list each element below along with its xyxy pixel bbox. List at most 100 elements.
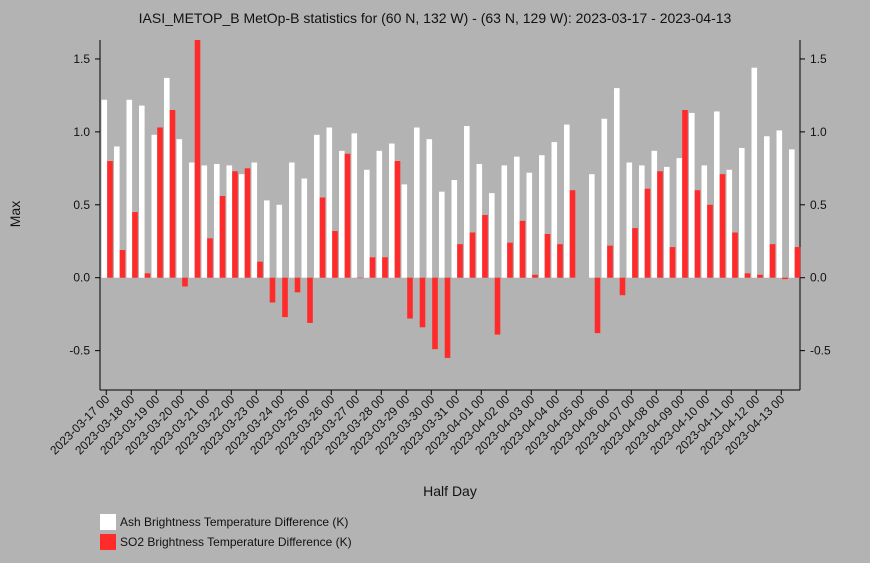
so2-bar [569, 190, 576, 278]
ash-bar [251, 162, 258, 278]
so2-bar [332, 231, 338, 278]
so2-bar [294, 277, 301, 293]
ash-bar [101, 99, 108, 278]
so2-bar [357, 277, 363, 279]
so2-bar [382, 257, 388, 278]
so2-bar [169, 110, 176, 278]
ash-bar [426, 139, 433, 278]
so2-bar [707, 204, 713, 278]
so2-bar [119, 250, 126, 278]
so2-bar [344, 153, 351, 278]
so2-bar [307, 277, 313, 323]
so2-bar [682, 110, 688, 278]
so2-bar [232, 171, 238, 278]
so2-bar [644, 188, 651, 278]
so2-bar [432, 277, 438, 350]
ash-bar [126, 99, 133, 278]
so2-bar [507, 242, 513, 278]
y-tick-label-left: 1.5 [73, 52, 90, 66]
ash-bar [151, 134, 158, 278]
ash-bar [301, 178, 308, 278]
so2-bar [482, 215, 488, 278]
ash-bar [589, 174, 595, 278]
so2-bar [794, 247, 801, 278]
ash-bar [614, 88, 620, 278]
so2-bar [407, 277, 413, 319]
ash-bar [376, 150, 383, 278]
ash-bar [514, 156, 520, 278]
legend: Ash Brightness Temperature Difference (K… [100, 512, 352, 552]
so2-bar [257, 261, 263, 278]
ash-bar [414, 127, 420, 278]
ash-bar [164, 77, 170, 278]
chart-title: IASI_METOP_B MetOp-B statistics for (60 … [138, 10, 732, 26]
so2-bar [319, 197, 326, 278]
so2-bar [744, 273, 751, 278]
ash-bar [139, 105, 145, 278]
ash-bar [339, 150, 345, 278]
y-tick-label-left: 1.0 [73, 125, 90, 139]
so2-bar [144, 273, 151, 278]
so2-bar [544, 233, 551, 278]
so2-bar [394, 161, 401, 278]
legend-label-so2: SO2 Brightness Temperature Difference (K… [120, 535, 352, 549]
ash-bar [551, 142, 558, 278]
legend-item-so2: SO2 Brightness Temperature Difference (K… [100, 532, 352, 552]
ash-bar [439, 191, 445, 278]
so2-bar [757, 274, 763, 278]
so2-bar [657, 171, 663, 278]
ash-bar [601, 118, 608, 278]
x-axis-label: Half Day [423, 483, 477, 499]
so2-bar [719, 174, 726, 278]
ash-bar [276, 204, 283, 278]
ash-bar [639, 165, 645, 278]
ash-bar [351, 133, 358, 278]
so2-bar [782, 277, 788, 280]
so2-bar [457, 244, 463, 278]
ash-bar [264, 200, 270, 278]
y-tick-label-left: -0.5 [69, 344, 90, 358]
legend-swatch-so2 [100, 534, 116, 550]
so2-bar [769, 244, 776, 278]
so2-bar [732, 232, 738, 278]
ash-bar [714, 111, 720, 278]
ash-bar [751, 67, 758, 278]
so2-bar [607, 245, 613, 278]
ash-bar [676, 158, 683, 278]
ash-bar [214, 163, 220, 278]
ash-bar [451, 180, 458, 278]
so2-bar [157, 127, 163, 278]
ash-bar [364, 169, 370, 278]
so2-bar [632, 228, 638, 278]
ash-bar [776, 130, 783, 278]
ash-bar [501, 165, 508, 278]
ash-bar [176, 139, 183, 278]
y-tick-label-right: 1.0 [810, 125, 827, 139]
ash-bar [739, 147, 745, 278]
y-tick-label-left: 0.0 [73, 271, 90, 285]
ash-bar [539, 155, 545, 278]
ash-bar [239, 174, 245, 278]
ash-bar [389, 143, 395, 278]
ash-bar [289, 162, 295, 278]
ash-bar [701, 165, 708, 278]
ash-bar [114, 146, 120, 278]
so2-bar [519, 220, 526, 278]
so2-bar [469, 232, 476, 278]
so2-bar [444, 277, 451, 358]
y-tick-label-right: 0.0 [810, 271, 827, 285]
so2-bar [694, 190, 701, 278]
ash-bar [189, 162, 195, 278]
y-tick-label-left: 0.5 [73, 198, 90, 212]
so2-bar [419, 277, 426, 328]
ash-bar [226, 165, 233, 278]
so2-bar [594, 277, 601, 334]
ash-bar [651, 150, 658, 278]
ash-bar [726, 169, 733, 278]
so2-bar [207, 238, 213, 278]
ash-bar [564, 124, 570, 278]
so2-bar [182, 277, 188, 287]
so2-bar [557, 244, 563, 278]
so2-bar [282, 277, 288, 318]
